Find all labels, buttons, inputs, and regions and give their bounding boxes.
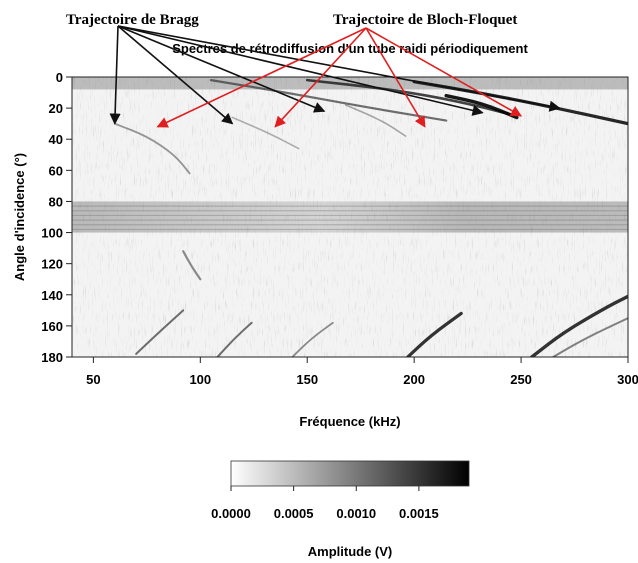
heatmap-trajectory (216, 321, 253, 357)
bragg-arrow (117, 25, 234, 125)
bloch-floquet-arrow (156, 27, 367, 128)
heatmap-trajectory (182, 250, 202, 281)
bloch-floquet-arrow (365, 27, 523, 117)
chart-title: Spectres de rétrodiffusion d'un tube rai… (172, 41, 528, 56)
y-tick-label: 20 (49, 101, 63, 116)
y-tick-label: 100 (41, 226, 63, 241)
bragg-annotation: Trajectoire de Bragg (66, 12, 199, 28)
bragg-arrow (117, 25, 326, 113)
heatmap-trajectory (135, 309, 185, 355)
heatmap-trajectory (231, 116, 300, 150)
heatmap-trajectory (305, 78, 512, 116)
x-tick-label: 250 (510, 372, 532, 387)
colorbar-tick-label: 0.0005 (274, 506, 314, 521)
heatmap-trajectory (406, 311, 463, 357)
x-axis-label: Fréquence (kHz) (299, 414, 400, 429)
heatmap-trajectory (444, 93, 519, 120)
colorbar: 0.0000 0.0005 0.0010 0.0015 Amplitude (V) (211, 460, 470, 559)
heatmap (72, 77, 628, 357)
heatmap-trajectory (209, 79, 448, 122)
y-axis-label: Angle d'incidence (°) (12, 153, 27, 281)
y-tick-label: 40 (49, 132, 63, 147)
y-tick-label: 80 (49, 194, 63, 209)
colorbar-tick-label: 0.0000 (211, 506, 251, 521)
heatmap-trajectory (291, 321, 334, 357)
plot-frame (71, 76, 629, 358)
heatmap-trajectory (552, 317, 628, 357)
x-tick-label: 200 (403, 372, 425, 387)
annotation-arrows (109, 25, 561, 128)
y-tick-label: 0 (56, 70, 63, 85)
x-tick-label: 50 (86, 372, 100, 387)
y-tick-label: 140 (41, 288, 63, 303)
colorbar-ticks: 0.0000 0.0005 0.0010 0.0015 (211, 486, 439, 521)
bragg-arrow (109, 25, 121, 125)
heatmap-features (72, 77, 628, 357)
bragg-arrow (117, 25, 561, 112)
heatmap-trajectory (344, 104, 407, 137)
heatmap-top-region (72, 77, 628, 90)
bragg-arrow (117, 25, 484, 116)
bloch-floquet-arrow (274, 27, 367, 128)
x-axis: 50 100 150 200 250 300 (86, 357, 638, 387)
heatmap-trajectory (113, 122, 191, 175)
x-tick-label: 150 (296, 372, 318, 387)
colorbar-tick-label: 0.0015 (399, 506, 439, 521)
heatmap-band (72, 201, 628, 233)
y-tick-label: 160 (41, 319, 63, 334)
y-tick-label: 60 (49, 163, 63, 178)
y-tick-label: 180 (41, 350, 63, 365)
colorbar-label: Amplitude (V) (308, 544, 393, 559)
colorbar-tick-label: 0.0010 (336, 506, 376, 521)
x-tick-label: 100 (189, 372, 211, 387)
y-tick-label: 120 (41, 257, 63, 272)
x-tick-label: 300 (617, 372, 638, 387)
bloch-floquet-arrow (365, 27, 426, 128)
bloch-floquet-annotation: Trajectoire de Bloch-Floquet (333, 12, 517, 28)
y-axis: 0 20 40 60 80 100 120 140 160 180 (41, 70, 72, 365)
colorbar-gradient (230, 460, 470, 487)
heatmap-trajectory (530, 294, 628, 357)
